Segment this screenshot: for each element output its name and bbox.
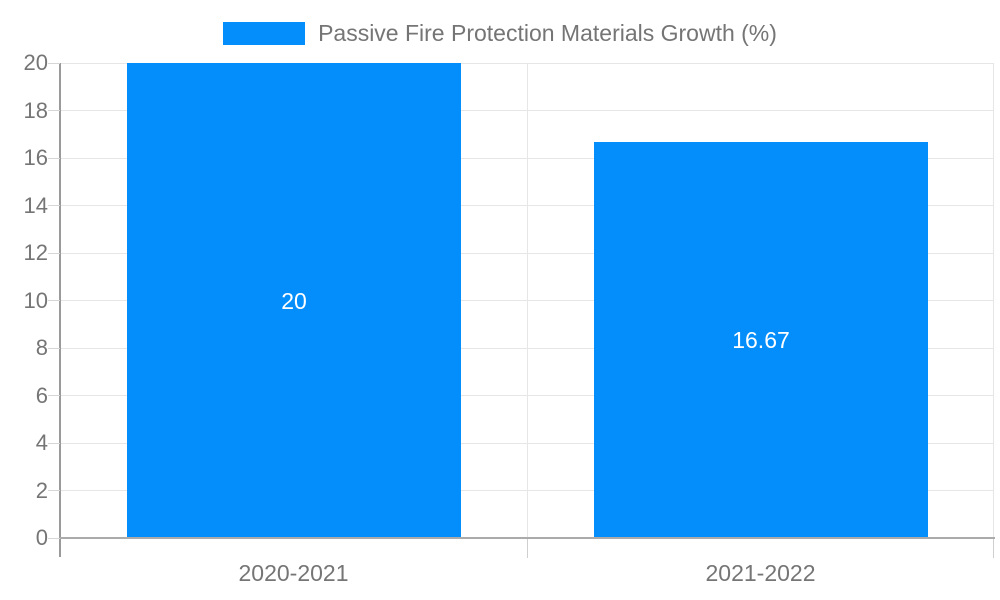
y-tick-mark <box>48 62 60 64</box>
y-tick-mark <box>48 395 60 396</box>
bar-value-label: 20 <box>281 288 307 314</box>
legend-color-swatch <box>223 22 306 45</box>
y-tick-mark <box>48 157 60 159</box>
x-tick-mark <box>527 539 528 558</box>
y-tick-mark <box>48 442 60 444</box>
chart-legend: Passive Fire Protection Materials Growth… <box>0 20 1000 47</box>
y-tick-label: 18 <box>23 97 48 123</box>
y-tick-mark <box>48 490 60 491</box>
y-tick-label: 6 <box>35 382 48 408</box>
y-tick-label: 16 <box>23 145 48 170</box>
y-tick-label: 8 <box>35 335 48 360</box>
y-tick-mark <box>48 537 60 539</box>
y-tick-label: 2 <box>35 477 48 503</box>
y-tick-label: 20 <box>23 50 48 75</box>
bar-2020-2021: 20 <box>127 63 461 538</box>
bar-2021-2022: 16.67 <box>594 142 928 538</box>
x-category-label: 2020-2021 <box>238 560 349 586</box>
v-gridline <box>526 63 528 538</box>
y-tick-mark <box>48 347 60 349</box>
y-tick-mark <box>48 205 60 206</box>
legend-series-label: Passive Fire Protection Materials Growth… <box>318 20 777 46</box>
y-tick-mark <box>48 110 60 111</box>
y-tick-label: 10 <box>23 287 48 313</box>
y-tick-label: 12 <box>23 240 48 265</box>
y-tick-label: 14 <box>23 192 48 218</box>
plot-right-border <box>993 63 994 538</box>
x-tick-mark <box>993 539 994 558</box>
y-axis-line <box>59 63 61 557</box>
bar-value-label: 16.67 <box>732 327 790 353</box>
y-tick-mark <box>48 300 60 301</box>
y-tick-label: 4 <box>35 430 48 455</box>
plot-area: 20 16.67 <box>60 62 994 539</box>
x-category-label: 2021-2022 <box>705 560 816 586</box>
x-axis-line <box>60 537 995 539</box>
y-tick-label: 0 <box>35 525 48 550</box>
y-tick-mark <box>48 252 60 254</box>
